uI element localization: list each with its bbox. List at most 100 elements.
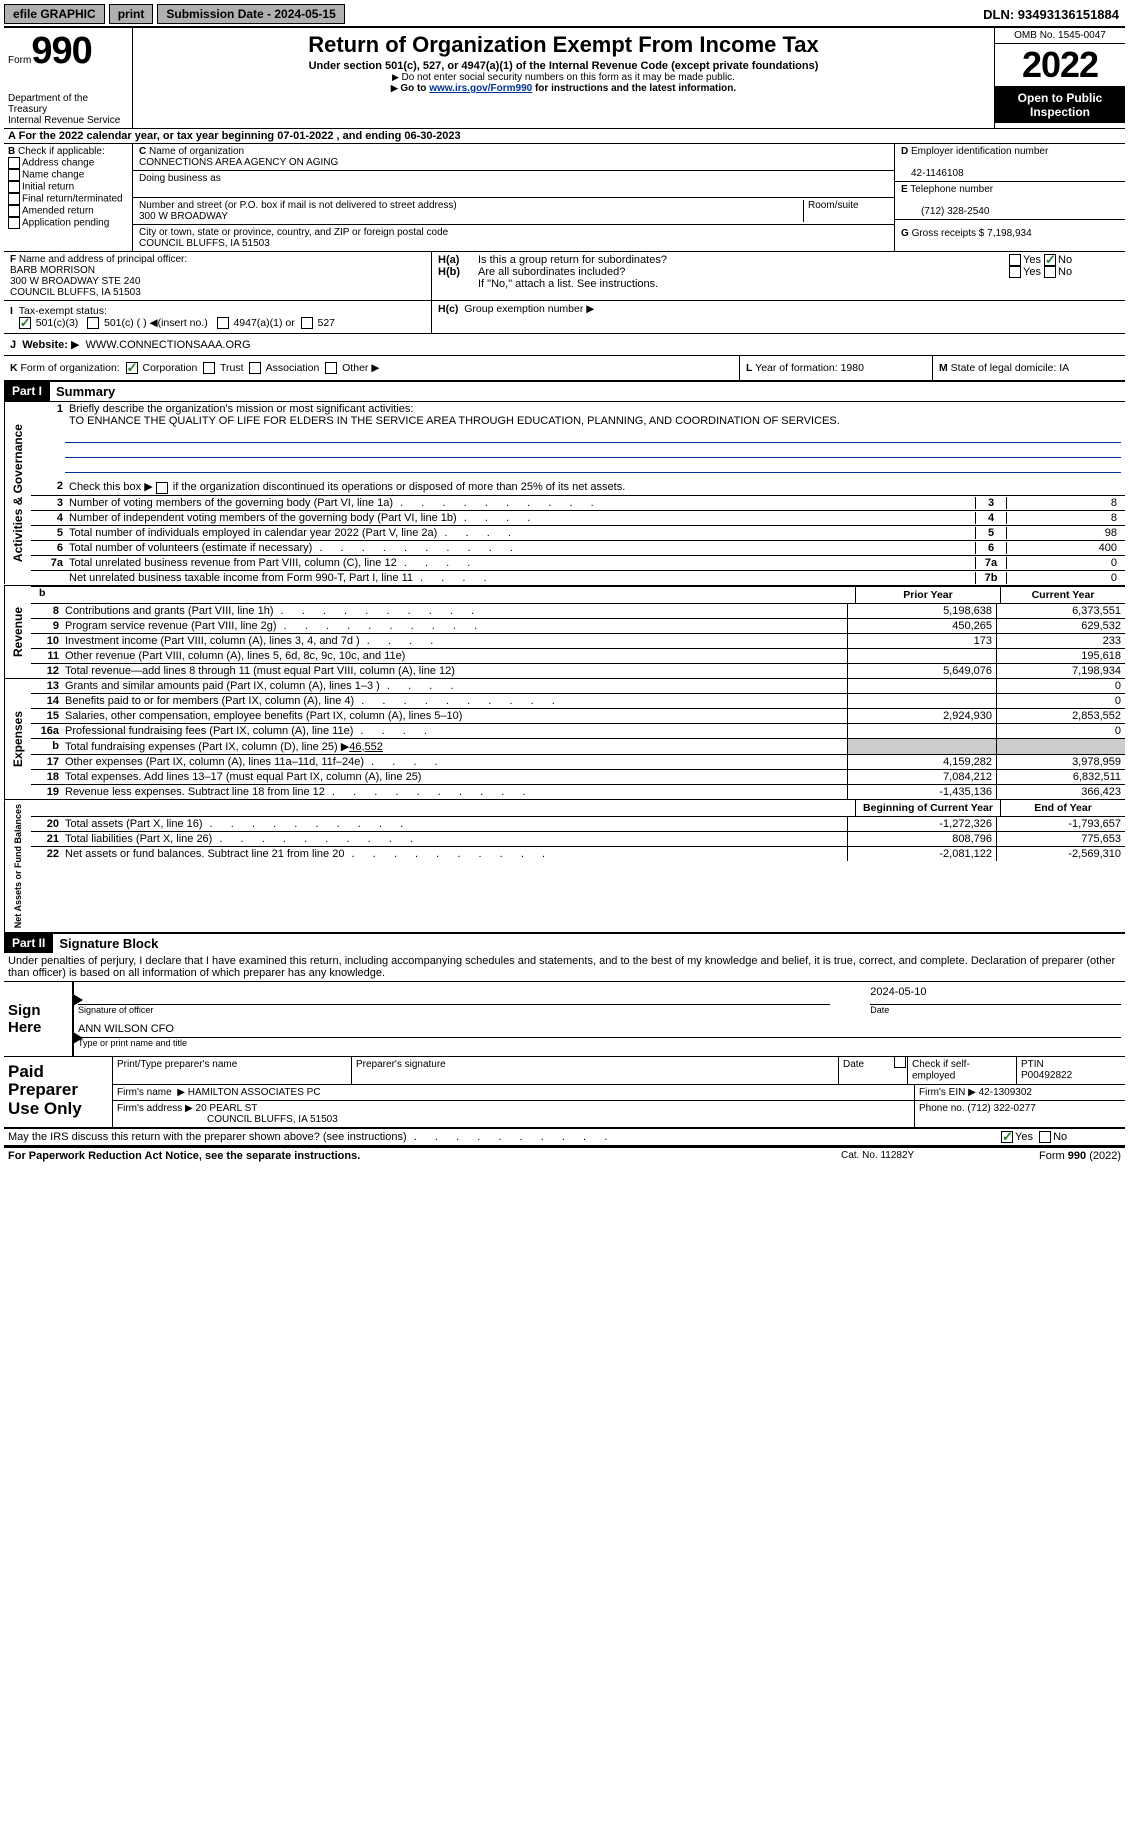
efile-label: efile GRAPHIC	[4, 4, 105, 24]
application-pending-checkbox[interactable]	[8, 217, 20, 229]
discuss-no-checkbox[interactable]	[1039, 1131, 1051, 1143]
calendar-year-line: A For the 2022 calendar year, or tax yea…	[4, 129, 1125, 144]
line17-curr: 3,978,959	[996, 755, 1125, 769]
end-year-header: End of Year	[1000, 800, 1125, 816]
part1-badge: Part I	[4, 382, 50, 401]
paperwork-notice: For Paperwork Reduction Act Notice, see …	[8, 1150, 841, 1162]
line4-value: 8	[1007, 512, 1121, 524]
top-bar: efile GRAPHIC print Submission Date - 20…	[4, 4, 1125, 28]
tax-status-label: Tax-exempt status:	[19, 305, 107, 317]
line21-label: Total liabilities (Part X, line 26)	[65, 832, 847, 846]
line5-label: Total number of individuals employed in …	[69, 527, 975, 539]
firm-ein-value: 42-1309302	[979, 1087, 1032, 1098]
line7a-label: Total unrelated business revenue from Pa…	[69, 557, 975, 569]
name-change-label: Name change	[22, 170, 84, 181]
form-number: Form990	[8, 30, 128, 73]
line20-prior: -1,272,326	[847, 817, 996, 831]
officer-label: Name and address of principal officer:	[19, 254, 187, 265]
line14-label: Benefits paid to or for members (Part IX…	[65, 694, 847, 708]
initial-return-label: Initial return	[22, 182, 74, 193]
line15-prior: 2,924,930	[847, 709, 996, 723]
hb-yes-checkbox[interactable]	[1009, 266, 1021, 278]
line13-curr: 0	[996, 679, 1125, 693]
corporation-checkbox[interactable]	[126, 362, 138, 374]
501c3-checkbox[interactable]	[19, 317, 31, 329]
name-change-checkbox[interactable]	[8, 169, 20, 181]
room-suite-label: Room/suite	[803, 200, 888, 222]
street-address: 300 W BROADWAY	[139, 211, 228, 222]
firm-name-label: Firm's name	[117, 1087, 172, 1098]
line9-prior: 450,265	[847, 619, 996, 633]
officer-h-row: F Name and address of principal officer:…	[4, 252, 1125, 301]
line1-label: Briefly describe the organization's miss…	[69, 403, 413, 415]
line7b-value: 0	[1007, 572, 1121, 584]
website-label: Website:	[22, 339, 68, 351]
4947-label: 4947(a)(1) or	[233, 317, 294, 329]
self-employed-checkbox[interactable]	[894, 1056, 906, 1068]
preparer-signature-label: Preparer's signature	[352, 1057, 839, 1084]
line9-label: Program service revenue (Part VIII, line…	[65, 619, 847, 633]
firm-name-value: HAMILTON ASSOCIATES PC	[188, 1087, 321, 1098]
activities-governance-section: Activities & Governance 1Briefly describ…	[4, 402, 1125, 585]
k-l-m-row: K Form of organization: Corporation Trus…	[4, 356, 1125, 382]
form-org-label: Form of organization:	[21, 362, 120, 374]
line5-value: 98	[1007, 527, 1121, 539]
line16a-prior	[847, 724, 996, 738]
discuss-yes-checkbox[interactable]	[1001, 1131, 1013, 1143]
tax-year: 2022	[995, 44, 1125, 87]
association-checkbox[interactable]	[249, 362, 261, 374]
irs-label: Internal Revenue Service	[8, 115, 128, 126]
firm-address-label: Firm's address	[117, 1103, 182, 1114]
line16b-gray2	[996, 739, 1125, 754]
ha-yes-checkbox[interactable]	[1009, 254, 1021, 266]
hb-no-checkbox[interactable]	[1044, 266, 1056, 278]
discuss-label: May the IRS discuss this return with the…	[8, 1131, 611, 1143]
final-return-checkbox[interactable]	[8, 193, 20, 205]
street-label: Number and street (or P.O. box if mail i…	[139, 200, 457, 211]
type-name-label: Type or print name and title	[78, 1037, 1121, 1048]
line2-text: if the organization discontinued its ope…	[173, 481, 626, 493]
line22-curr: -2,569,310	[996, 847, 1125, 861]
line13-label: Grants and similar amounts paid (Part IX…	[65, 679, 847, 693]
gross-receipts-value: 7,198,934	[987, 228, 1032, 239]
print-button[interactable]: print	[109, 4, 154, 24]
city-label: City or town, state or province, country…	[139, 227, 448, 238]
other-checkbox[interactable]	[325, 362, 337, 374]
address-change-checkbox[interactable]	[8, 157, 20, 169]
line14-prior	[847, 694, 996, 708]
line12-label: Total revenue—add lines 8 through 11 (mu…	[65, 664, 847, 678]
line10-label: Investment income (Part VIII, column (A)…	[65, 634, 847, 648]
line19-curr: 366,423	[996, 785, 1125, 799]
irs-link[interactable]: www.irs.gov/Form990	[429, 83, 532, 94]
line20-label: Total assets (Part X, line 16)	[65, 817, 847, 831]
officer-addr1: 300 W BROADWAY STE 240	[10, 276, 140, 287]
trust-checkbox[interactable]	[203, 362, 215, 374]
initial-return-checkbox[interactable]	[8, 181, 20, 193]
line21-curr: 775,653	[996, 832, 1125, 846]
activities-governance-label: Activities & Governance	[4, 402, 31, 584]
527-checkbox[interactable]	[301, 317, 313, 329]
hb-label: Are all subordinates included?	[478, 266, 1009, 278]
open-inspection: Open to Public Inspection	[995, 87, 1125, 123]
ha-no-checkbox[interactable]	[1044, 254, 1056, 266]
line6-label: Total number of volunteers (estimate if …	[69, 542, 975, 554]
501c-checkbox[interactable]	[87, 317, 99, 329]
h-note: If "No," attach a list. See instructions…	[438, 278, 1119, 290]
dln: DLN: 93493136151884	[977, 5, 1125, 24]
4947-checkbox[interactable]	[217, 317, 229, 329]
trust-label: Trust	[220, 362, 244, 374]
ein-value: 42-1146108	[911, 168, 964, 179]
line9-curr: 629,532	[996, 619, 1125, 633]
line20-curr: -1,793,657	[996, 817, 1125, 831]
form-subtitle: Under section 501(c), 527, or 4947(a)(1)…	[139, 60, 988, 72]
net-assets-section: Net Assets or Fund Balances Beginning of…	[4, 800, 1125, 934]
amended-return-checkbox[interactable]	[8, 205, 20, 217]
ein-label: Employer identification number	[911, 146, 1048, 157]
form-ref: Form 990 (2022)	[981, 1150, 1121, 1162]
entity-block: B Check if applicable: Address change Na…	[4, 144, 1125, 252]
firm-address2-value: COUNCIL BLUFFS, IA 51503	[207, 1114, 338, 1125]
line7b-label: Net unrelated business taxable income fr…	[69, 572, 975, 584]
sign-here-block: Sign Here Signature of officer 2024-05-1…	[4, 981, 1125, 1057]
catalog-number: Cat. No. 11282Y	[841, 1150, 981, 1162]
line2-checkbox[interactable]	[156, 482, 168, 494]
